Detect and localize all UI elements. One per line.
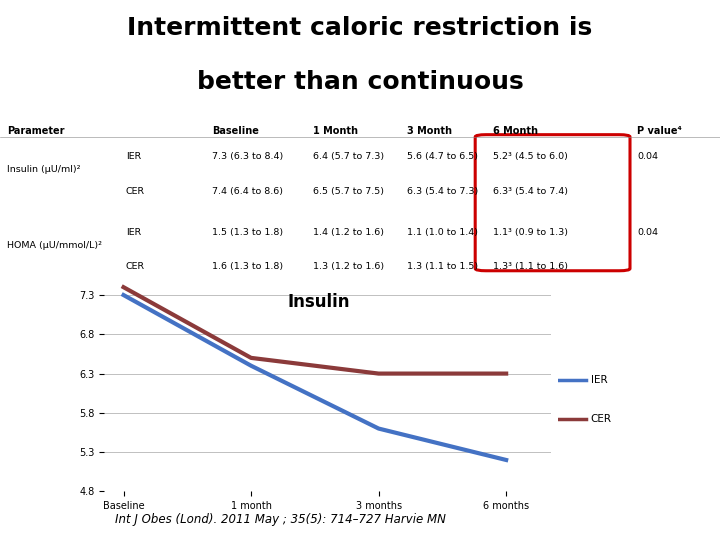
Text: IER: IER xyxy=(126,228,141,237)
IER xyxy=(502,457,510,463)
Text: 3 Month: 3 Month xyxy=(407,126,452,137)
Text: CER: CER xyxy=(126,187,145,196)
Text: 6.3³ (5.4 to 7.4): 6.3³ (5.4 to 7.4) xyxy=(493,187,568,196)
Text: better than continuous: better than continuous xyxy=(197,70,523,94)
Text: IER: IER xyxy=(126,152,141,161)
IER xyxy=(120,292,128,298)
Text: 6 Month: 6 Month xyxy=(493,126,539,137)
Line: IER: IER xyxy=(124,295,506,460)
Text: 1 Month: 1 Month xyxy=(313,126,359,137)
Text: 1.6 (1.3 to 1.8): 1.6 (1.3 to 1.8) xyxy=(212,262,284,272)
Text: 5.6 (4.7 to 6.5): 5.6 (4.7 to 6.5) xyxy=(407,152,478,161)
Text: IER: IER xyxy=(590,375,608,385)
Text: 1.1³ (0.9 to 1.3): 1.1³ (0.9 to 1.3) xyxy=(493,228,568,237)
Text: Parameter: Parameter xyxy=(7,126,65,137)
Text: 7.4 (6.4 to 8.6): 7.4 (6.4 to 8.6) xyxy=(212,187,284,196)
Text: 6.5 (5.7 to 7.5): 6.5 (5.7 to 7.5) xyxy=(313,187,384,196)
IER xyxy=(247,362,256,369)
Text: 1.3 (1.2 to 1.6): 1.3 (1.2 to 1.6) xyxy=(313,262,384,272)
Text: 6.4 (5.7 to 7.3): 6.4 (5.7 to 7.3) xyxy=(313,152,384,161)
Text: 0.04: 0.04 xyxy=(637,228,658,237)
IER xyxy=(374,426,383,432)
Line: CER: CER xyxy=(124,287,506,374)
Text: 6.3 (5.4 to 7.3): 6.3 (5.4 to 7.3) xyxy=(407,187,478,196)
Text: 5.2³ (4.5 to 6.0): 5.2³ (4.5 to 6.0) xyxy=(493,152,568,161)
Text: 7.3 (6.3 to 8.4): 7.3 (6.3 to 8.4) xyxy=(212,152,284,161)
Text: P value⁴: P value⁴ xyxy=(637,126,682,137)
Text: 1.3³ (1.1 to 1.6): 1.3³ (1.1 to 1.6) xyxy=(493,262,568,272)
Text: Int J Obes (Lond). 2011 May ; 35(5): 714–727 Harvie MN: Int J Obes (Lond). 2011 May ; 35(5): 714… xyxy=(115,514,446,526)
Text: CER: CER xyxy=(126,262,145,272)
Text: 0.04: 0.04 xyxy=(637,152,658,161)
Text: Intermittent caloric restriction is: Intermittent caloric restriction is xyxy=(127,16,593,40)
CER xyxy=(247,355,256,361)
Text: 1.3 (1.1 to 1.5): 1.3 (1.1 to 1.5) xyxy=(407,262,478,272)
CER xyxy=(120,284,128,291)
Text: 1.5 (1.3 to 1.8): 1.5 (1.3 to 1.8) xyxy=(212,228,284,237)
CER xyxy=(502,370,510,377)
Text: HOMA (μU/mmol/L)²: HOMA (μU/mmol/L)² xyxy=(7,241,102,251)
CER xyxy=(374,370,383,377)
Text: CER: CER xyxy=(590,414,612,424)
Text: 1.4 (1.2 to 1.6): 1.4 (1.2 to 1.6) xyxy=(313,228,384,237)
Text: 1.1 (1.0 to 1.4): 1.1 (1.0 to 1.4) xyxy=(407,228,478,237)
Text: Baseline: Baseline xyxy=(212,126,259,137)
Text: Insulin (μU/ml)²: Insulin (μU/ml)² xyxy=(7,165,81,174)
Text: Insulin: Insulin xyxy=(287,293,350,310)
